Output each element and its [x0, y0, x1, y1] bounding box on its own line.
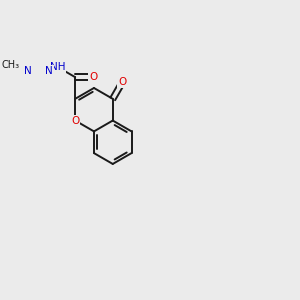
Text: NH: NH	[50, 62, 65, 72]
Text: N: N	[46, 66, 53, 76]
Text: O: O	[71, 116, 79, 125]
Text: O: O	[118, 77, 127, 87]
Text: O: O	[89, 72, 98, 82]
Text: CH₃: CH₃	[2, 60, 20, 70]
Text: N: N	[24, 66, 32, 76]
